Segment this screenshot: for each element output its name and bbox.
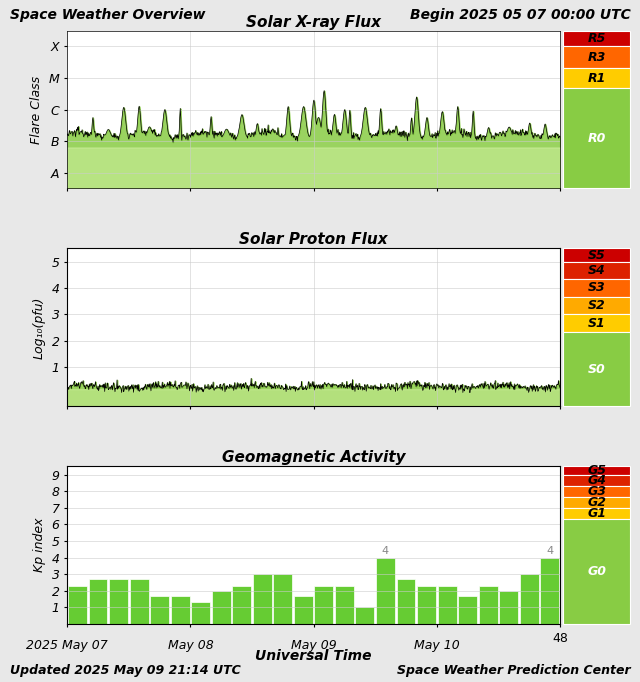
Bar bbox=[458, 596, 477, 624]
Bar bbox=[129, 579, 148, 624]
Bar bbox=[68, 586, 87, 624]
Text: 2025 May 07: 2025 May 07 bbox=[26, 639, 108, 652]
Text: S4: S4 bbox=[588, 264, 605, 277]
Bar bbox=[191, 602, 210, 624]
Text: S1: S1 bbox=[588, 316, 605, 329]
Title: Solar X-ray Flux: Solar X-ray Flux bbox=[246, 14, 381, 29]
Text: G0: G0 bbox=[588, 565, 606, 578]
Text: G1: G1 bbox=[588, 507, 606, 520]
Bar bbox=[438, 586, 456, 624]
Title: Solar Proton Flux: Solar Proton Flux bbox=[239, 233, 388, 248]
Text: S3: S3 bbox=[588, 282, 605, 295]
Y-axis label: Flare Class: Flare Class bbox=[30, 76, 44, 144]
Bar bbox=[355, 608, 374, 624]
Bar bbox=[294, 596, 313, 624]
Bar bbox=[253, 574, 272, 624]
Text: S0: S0 bbox=[588, 363, 605, 376]
Text: R5: R5 bbox=[588, 32, 606, 45]
Bar bbox=[88, 579, 108, 624]
Text: S2: S2 bbox=[588, 299, 605, 312]
Text: Space Weather Overview: Space Weather Overview bbox=[10, 8, 205, 23]
Text: May 09: May 09 bbox=[291, 639, 337, 652]
Y-axis label: Kp index: Kp index bbox=[33, 518, 46, 572]
Text: G2: G2 bbox=[588, 496, 606, 509]
Bar bbox=[335, 586, 354, 624]
Text: 4: 4 bbox=[382, 546, 389, 557]
Bar bbox=[232, 586, 252, 624]
Text: G5: G5 bbox=[588, 464, 606, 477]
Bar bbox=[273, 574, 292, 624]
Bar bbox=[109, 579, 128, 624]
Bar bbox=[397, 579, 415, 624]
Bar bbox=[479, 586, 498, 624]
Text: S5: S5 bbox=[588, 248, 605, 261]
Y-axis label: Log₁₀(pfu): Log₁₀(pfu) bbox=[33, 296, 46, 359]
Bar bbox=[212, 591, 230, 624]
Text: 4: 4 bbox=[546, 546, 554, 557]
Bar bbox=[314, 586, 333, 624]
Text: G3: G3 bbox=[588, 485, 606, 498]
Title: Geomagnetic Activity: Geomagnetic Activity bbox=[222, 450, 405, 465]
Bar bbox=[417, 586, 436, 624]
Bar bbox=[150, 596, 169, 624]
Bar bbox=[540, 558, 559, 624]
Bar bbox=[376, 558, 395, 624]
Bar bbox=[520, 574, 539, 624]
Text: R1: R1 bbox=[588, 72, 606, 85]
Text: May 10: May 10 bbox=[414, 639, 460, 652]
X-axis label: Universal Time: Universal Time bbox=[255, 649, 372, 663]
Bar bbox=[171, 596, 189, 624]
Text: Begin 2025 05 07 00:00 UTC: Begin 2025 05 07 00:00 UTC bbox=[410, 8, 630, 23]
Text: Space Weather Prediction Center: Space Weather Prediction Center bbox=[397, 664, 630, 677]
Text: Updated 2025 May 09 21:14 UTC: Updated 2025 May 09 21:14 UTC bbox=[10, 664, 241, 677]
Text: G4: G4 bbox=[588, 473, 606, 486]
Text: R3: R3 bbox=[588, 50, 606, 63]
Bar bbox=[499, 591, 518, 624]
Text: R0: R0 bbox=[588, 132, 606, 145]
Text: May 08: May 08 bbox=[168, 639, 213, 652]
